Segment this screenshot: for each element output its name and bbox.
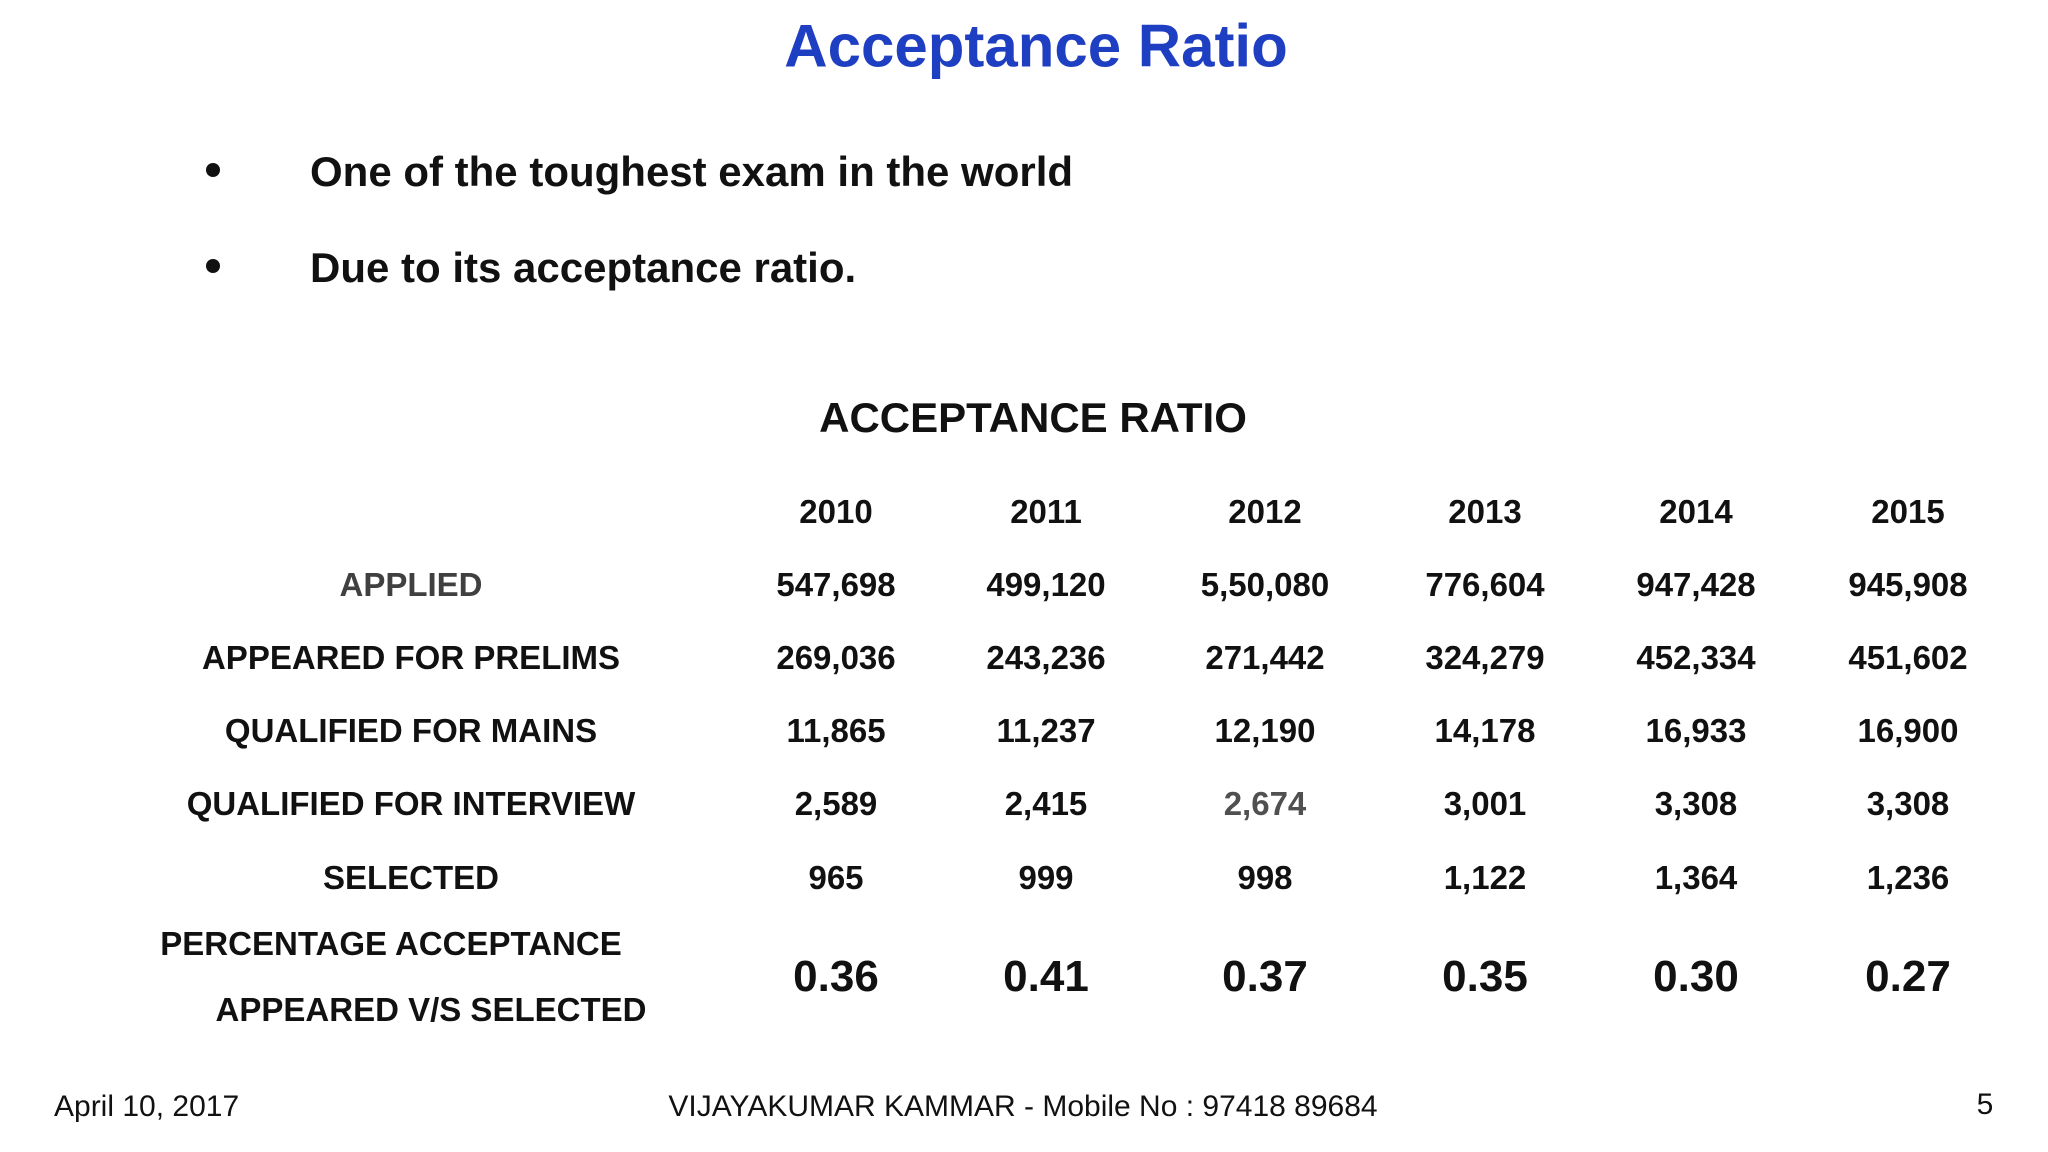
- column-header: 2010: [799, 493, 873, 530]
- column-header: 2011: [1010, 493, 1082, 530]
- row-label: QUALIFIED FOR MAINS: [224, 712, 598, 749]
- column-header: 2012: [1228, 493, 1302, 530]
- table-cell: 547,698: [776, 566, 896, 603]
- table-cell: 12,190: [1214, 712, 1316, 749]
- footer-date: April 10, 2017: [54, 1090, 240, 1123]
- column-header: 2014: [1659, 493, 1733, 530]
- row-label: PERCENTAGE ACCEPTANCE: [160, 925, 622, 962]
- table-cell: 0.41: [1003, 952, 1089, 1001]
- table-cell: 776,604: [1425, 566, 1545, 603]
- table-cell: 269,036: [776, 639, 896, 676]
- table-cell: 0.27: [1865, 952, 1951, 1001]
- table-cell: 16,933: [1645, 712, 1747, 749]
- row-label: APPLIED: [339, 566, 483, 603]
- footer-author: VIJAYAKUMAR KAMMAR - Mobile No : 97418 8…: [668, 1090, 1378, 1123]
- bullet-dot: [206, 163, 220, 177]
- page-number: 5: [1976, 1088, 1994, 1121]
- table-cell: 0.37: [1222, 952, 1308, 1001]
- table-cell: 945,908: [1848, 566, 1968, 603]
- table-cell: 947,428: [1636, 566, 1756, 603]
- table-cell: 5,50,080: [1200, 566, 1330, 603]
- bullet-dot: [206, 259, 220, 273]
- table-cell: 452,334: [1636, 639, 1756, 676]
- table-cell: 1,122: [1443, 859, 1527, 896]
- table-cell: 0.35: [1442, 952, 1528, 1001]
- table-cell: 499,120: [986, 566, 1106, 603]
- column-header: 2015: [1871, 493, 1945, 530]
- table-cell: 243,236: [986, 639, 1106, 676]
- table-cell: 16,900: [1857, 712, 1959, 749]
- table-cell: 1,236: [1866, 859, 1950, 896]
- table-cell: 998: [1237, 859, 1293, 896]
- row-label: APPEARED V/S SELECTED: [215, 991, 647, 1028]
- table-cell: 2,674: [1223, 785, 1307, 822]
- table-cell: 3,308: [1866, 785, 1950, 822]
- table-cell: 0.30: [1653, 952, 1739, 1001]
- row-label: SELECTED: [322, 859, 500, 896]
- table-cell: 3,001: [1443, 785, 1527, 822]
- row-label: APPEARED FOR PRELIMS: [201, 639, 621, 676]
- slide-title: Acceptance Ratio: [784, 12, 1288, 80]
- table-cell: 14,178: [1434, 712, 1536, 749]
- table-cell: 999: [1018, 859, 1074, 896]
- bullet-text: Due to its acceptance ratio.: [310, 244, 857, 291]
- table-cell: 2,415: [1004, 785, 1088, 822]
- table-cell: 271,442: [1205, 639, 1325, 676]
- table-cell: 1,364: [1654, 859, 1738, 896]
- column-header: 2013: [1448, 493, 1522, 530]
- table-cell: 3,308: [1654, 785, 1738, 822]
- bullet-text: One of the toughest exam in the world: [310, 148, 1074, 195]
- table-cell: 324,279: [1425, 639, 1545, 676]
- table-cell: 11,237: [996, 712, 1096, 749]
- row-label: QUALIFIED FOR INTERVIEW: [186, 785, 636, 822]
- table-cell: 11,865: [786, 712, 886, 749]
- table-title: ACCEPTANCE RATIO: [819, 394, 1247, 441]
- table-cell: 0.36: [793, 952, 879, 1001]
- table-cell: 451,602: [1848, 639, 1968, 676]
- table-cell: 965: [808, 859, 864, 896]
- table-cell: 2,589: [794, 785, 878, 822]
